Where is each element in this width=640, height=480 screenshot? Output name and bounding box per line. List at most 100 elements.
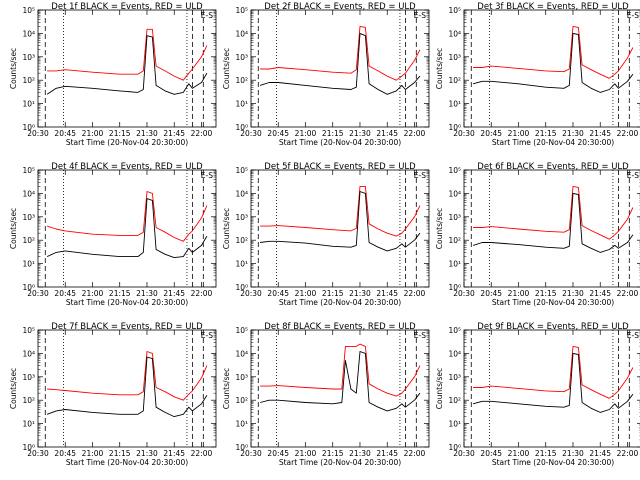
events-series-line: [472, 192, 634, 253]
x-tick-label: 21:30: [136, 289, 158, 298]
x-axis-label: Start Time (20-Nov-04 20:30:00): [66, 138, 188, 147]
y-tick-label: 10⁵: [448, 326, 461, 335]
x-tick-label: 21:45: [163, 129, 185, 138]
corner-label: E-S: [201, 331, 213, 340]
plot-frame: [463, 169, 640, 288]
corner-label: E-S: [414, 331, 426, 340]
x-tick-label: 20:45: [54, 129, 76, 138]
x-tick-label: 21:15: [109, 289, 131, 298]
x-tick-label: 20:45: [480, 129, 502, 138]
corner-label: E-S: [414, 11, 426, 20]
x-tick-label: 20:30: [27, 449, 49, 458]
events-series-line: [259, 32, 421, 95]
events-series-line: [46, 198, 208, 259]
x-tick-label: 22:00: [404, 289, 426, 298]
x-tick-label: 21:15: [535, 449, 557, 458]
uld-series-line: [473, 25, 634, 79]
y-tick-label: 10⁰: [22, 123, 35, 132]
plot-frame: [463, 329, 640, 448]
x-tick-label: 22:00: [617, 129, 639, 138]
x-tick-label: 21:30: [349, 129, 371, 138]
x-axis-label: Start Time (20-Nov-04 20:30:00): [66, 298, 188, 307]
y-tick-label: 10⁴: [235, 189, 248, 198]
x-tick-label: 21:30: [562, 289, 584, 298]
x-tick-label: 22:00: [191, 289, 213, 298]
uld-series-line: [47, 28, 208, 81]
x-tick-label: 21:00: [508, 129, 530, 138]
x-tick-label: 20:45: [267, 449, 289, 458]
y-tick-label: 10⁵: [235, 6, 248, 15]
y-tick-label: 10⁴: [22, 29, 35, 38]
uld-series-line: [473, 345, 634, 399]
events-series-line: [46, 35, 208, 95]
x-tick-label: 21:45: [376, 449, 398, 458]
y-tick-label: 10⁵: [22, 326, 35, 335]
x-tick-label: 21:45: [589, 129, 611, 138]
uld-series-line: [46, 191, 208, 242]
corner-label: E-S: [201, 11, 213, 20]
x-tick-label: 20:45: [480, 449, 502, 458]
x-tick-label: 20:45: [54, 449, 76, 458]
events-series-line: [46, 356, 208, 418]
x-tick-label: 21:45: [163, 449, 185, 458]
panel-title: Det 4f BLACK = Events, RED = ULD: [51, 162, 203, 172]
x-tick-label: 21:00: [295, 289, 317, 298]
corner-label: E-S: [627, 11, 639, 20]
x-tick-label: 21:45: [163, 289, 185, 298]
uld-series-line: [473, 185, 634, 240]
x-tick-label: 21:30: [562, 449, 584, 458]
y-tick-label: 10⁰: [22, 443, 35, 452]
y-tick-label: 10⁰: [448, 283, 461, 292]
plot-frame: [463, 9, 640, 128]
x-tick-label: 21:30: [349, 289, 371, 298]
x-tick-label: 21:15: [109, 449, 131, 458]
y-tick-label: 10⁴: [448, 349, 461, 358]
x-tick-label: 21:00: [82, 449, 104, 458]
plot-frame: [250, 9, 430, 128]
y-tick-label: 10³: [22, 53, 35, 62]
panel-title: Det 6f BLACK = Events, RED = ULD: [477, 162, 629, 172]
y-tick-label: 10⁵: [448, 166, 461, 175]
x-tick-label: 21:00: [82, 129, 104, 138]
x-tick-label: 21:15: [322, 129, 344, 138]
x-tick-label: 22:00: [617, 449, 639, 458]
panel-title: Det 1f BLACK = Events, RED = ULD: [51, 2, 203, 12]
y-tick-label: 10⁵: [448, 6, 461, 15]
panel-title: Det 2f BLACK = Events, RED = ULD: [264, 2, 416, 12]
events-series-line: [260, 191, 421, 252]
x-tick-label: 20:30: [240, 289, 262, 298]
x-axis-label: Start Time (20-Nov-04 20:30:00): [279, 298, 401, 307]
x-tick-label: 21:30: [349, 449, 371, 458]
x-tick-label: 22:00: [617, 289, 639, 298]
x-tick-label: 22:00: [191, 449, 213, 458]
x-tick-label: 21:00: [295, 449, 317, 458]
y-tick-label: 10²: [22, 236, 35, 245]
events-series-line: [259, 351, 421, 412]
x-tick-label: 20:30: [27, 289, 49, 298]
y-tick-label: 10²: [235, 236, 248, 245]
corner-label: E-S: [627, 331, 639, 340]
y-tick-label: 10²: [22, 396, 35, 405]
x-tick-label: 22:00: [404, 449, 426, 458]
y-tick-label: 10⁵: [235, 326, 248, 335]
y-tick-label: 10⁴: [448, 189, 461, 198]
x-axis-label: Start Time (20-Nov-04 20:30:00): [279, 458, 401, 467]
y-axis-label: Counts/sec: [435, 48, 444, 89]
x-tick-label: 21:15: [535, 129, 557, 138]
y-axis-label: Counts/sec: [222, 208, 231, 249]
x-tick-label: 21:00: [82, 289, 104, 298]
y-axis-label: Counts/sec: [222, 368, 231, 409]
x-axis-label: Start Time (20-Nov-04 20:30:00): [279, 138, 401, 147]
y-tick-label: 10¹: [235, 260, 248, 269]
x-tick-label: 20:30: [453, 129, 475, 138]
y-tick-label: 10³: [448, 213, 461, 222]
x-tick-label: 21:45: [589, 289, 611, 298]
y-axis-label: Counts/sec: [9, 208, 18, 249]
y-tick-label: 10²: [448, 236, 461, 245]
y-tick-label: 10³: [235, 53, 248, 62]
plot-frame: [37, 169, 217, 288]
